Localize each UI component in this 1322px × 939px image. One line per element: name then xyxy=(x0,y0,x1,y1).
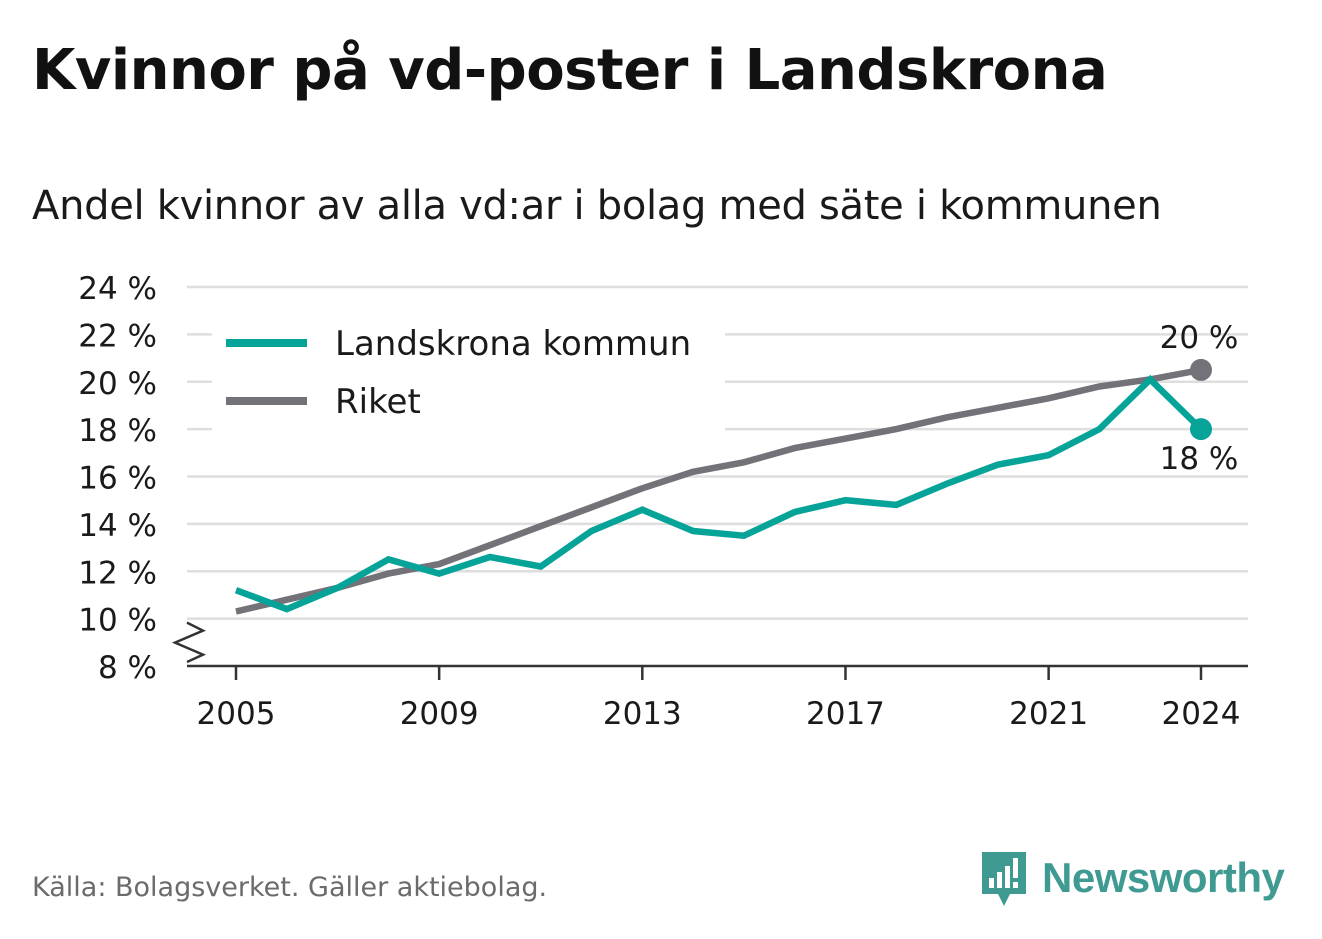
source-note: Källa: Bolagsverket. Gäller aktiebolag. xyxy=(32,872,548,903)
series-line-0 xyxy=(234,374,1204,613)
end-labels: 18 % 20 % xyxy=(1160,320,1239,477)
x-tick-label-2017: 2017 xyxy=(806,696,885,732)
x-tick-label-2013: 2013 xyxy=(603,696,682,732)
x-tick-label-2024: 2024 xyxy=(1162,696,1241,732)
chart-subtitle: Andel kvinnor av alla vd:ar i bolag med … xyxy=(32,183,1162,229)
y-tick-label-24: 24 % xyxy=(78,271,157,307)
end-label-1: 20 % xyxy=(1160,320,1239,356)
end-label-0: 18 % xyxy=(1160,441,1239,477)
y-tick-label-12: 12 % xyxy=(78,555,157,591)
series-line-1 xyxy=(235,366,1202,615)
y-tick-label-16: 16 % xyxy=(78,461,157,497)
legend-background xyxy=(212,313,725,433)
x-tick-label-2009: 2009 xyxy=(400,696,479,732)
y-tick-label-22: 22 % xyxy=(78,318,157,354)
y-tick-label-10: 10 % xyxy=(78,603,157,639)
y-tick-label-14: 14 % xyxy=(78,508,157,544)
axes: 8 % 10 % 12 % 14 % 16 % 18 % 20 % 22 % 24 % 2005 2… xyxy=(78,271,1248,732)
axis-break-marker xyxy=(171,621,207,664)
page-title: Kvinnor på vd-poster i Landskrona xyxy=(32,38,1108,103)
y-tick-label-8: 8 % xyxy=(98,650,157,686)
brand-name: Newsworthy xyxy=(1042,854,1285,901)
y-tick-label-18: 18 % xyxy=(78,413,157,449)
legend-label-0: Landskrona kommun xyxy=(335,324,691,364)
series xyxy=(234,358,1212,615)
newsworthy-logo-icon xyxy=(982,852,1026,906)
end-marker-0 xyxy=(1190,418,1212,441)
end-marker-1 xyxy=(1190,358,1212,381)
legend: Landskrona kommun Riket xyxy=(212,313,725,433)
x-tick-label-2021: 2021 xyxy=(1009,696,1088,732)
y-tick-label-20: 20 % xyxy=(78,366,157,402)
legend-label-1: Riket xyxy=(335,382,421,422)
x-tick-label-2005: 2005 xyxy=(197,696,276,732)
newsworthy-brand: Newsworthy xyxy=(980,848,1285,908)
